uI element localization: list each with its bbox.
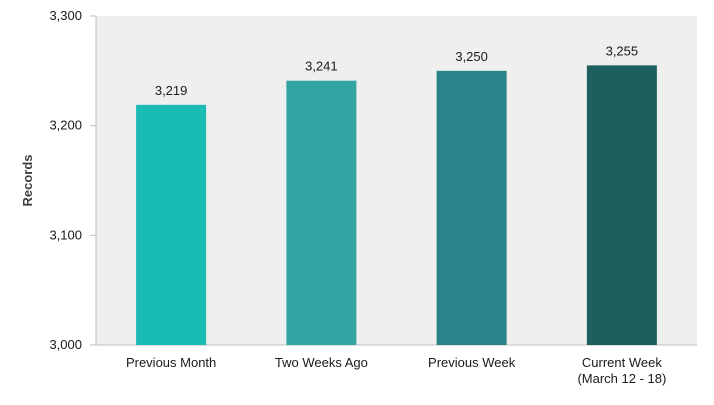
x-tick-label: (March 12 - 18) bbox=[577, 371, 666, 386]
y-tick-label: 3,100 bbox=[49, 227, 82, 242]
x-axis-labels: Previous Month Two Weeks Ago Previous Week… bbox=[126, 355, 666, 386]
x-tick-label: Two Weeks Ago bbox=[275, 355, 368, 370]
y-tick-label: 3,000 bbox=[49, 337, 82, 352]
y-tick-label: 3,200 bbox=[49, 118, 82, 133]
x-tick-label: Previous Week bbox=[428, 355, 516, 370]
bar bbox=[136, 104, 207, 345]
bar-value-label: 3,250 bbox=[455, 49, 488, 64]
y-tick-label: 3,300 bbox=[49, 8, 82, 23]
y-axis-title: Records bbox=[20, 154, 35, 206]
x-tick-label: Previous Month bbox=[126, 355, 216, 370]
bar bbox=[436, 70, 507, 345]
bar-value-label: 3,241 bbox=[305, 59, 338, 74]
bar-value-label: 3,219 bbox=[155, 83, 188, 98]
bars: 3,219 3,241 3,250 3,255 bbox=[136, 43, 657, 345]
bar bbox=[586, 65, 657, 345]
bar bbox=[286, 80, 357, 345]
x-tick-label: Current Week bbox=[582, 355, 662, 370]
bar-value-label: 3,255 bbox=[606, 43, 639, 58]
y-axis-ticks: 3,000 3,100 3,200 3,300 bbox=[49, 8, 96, 352]
